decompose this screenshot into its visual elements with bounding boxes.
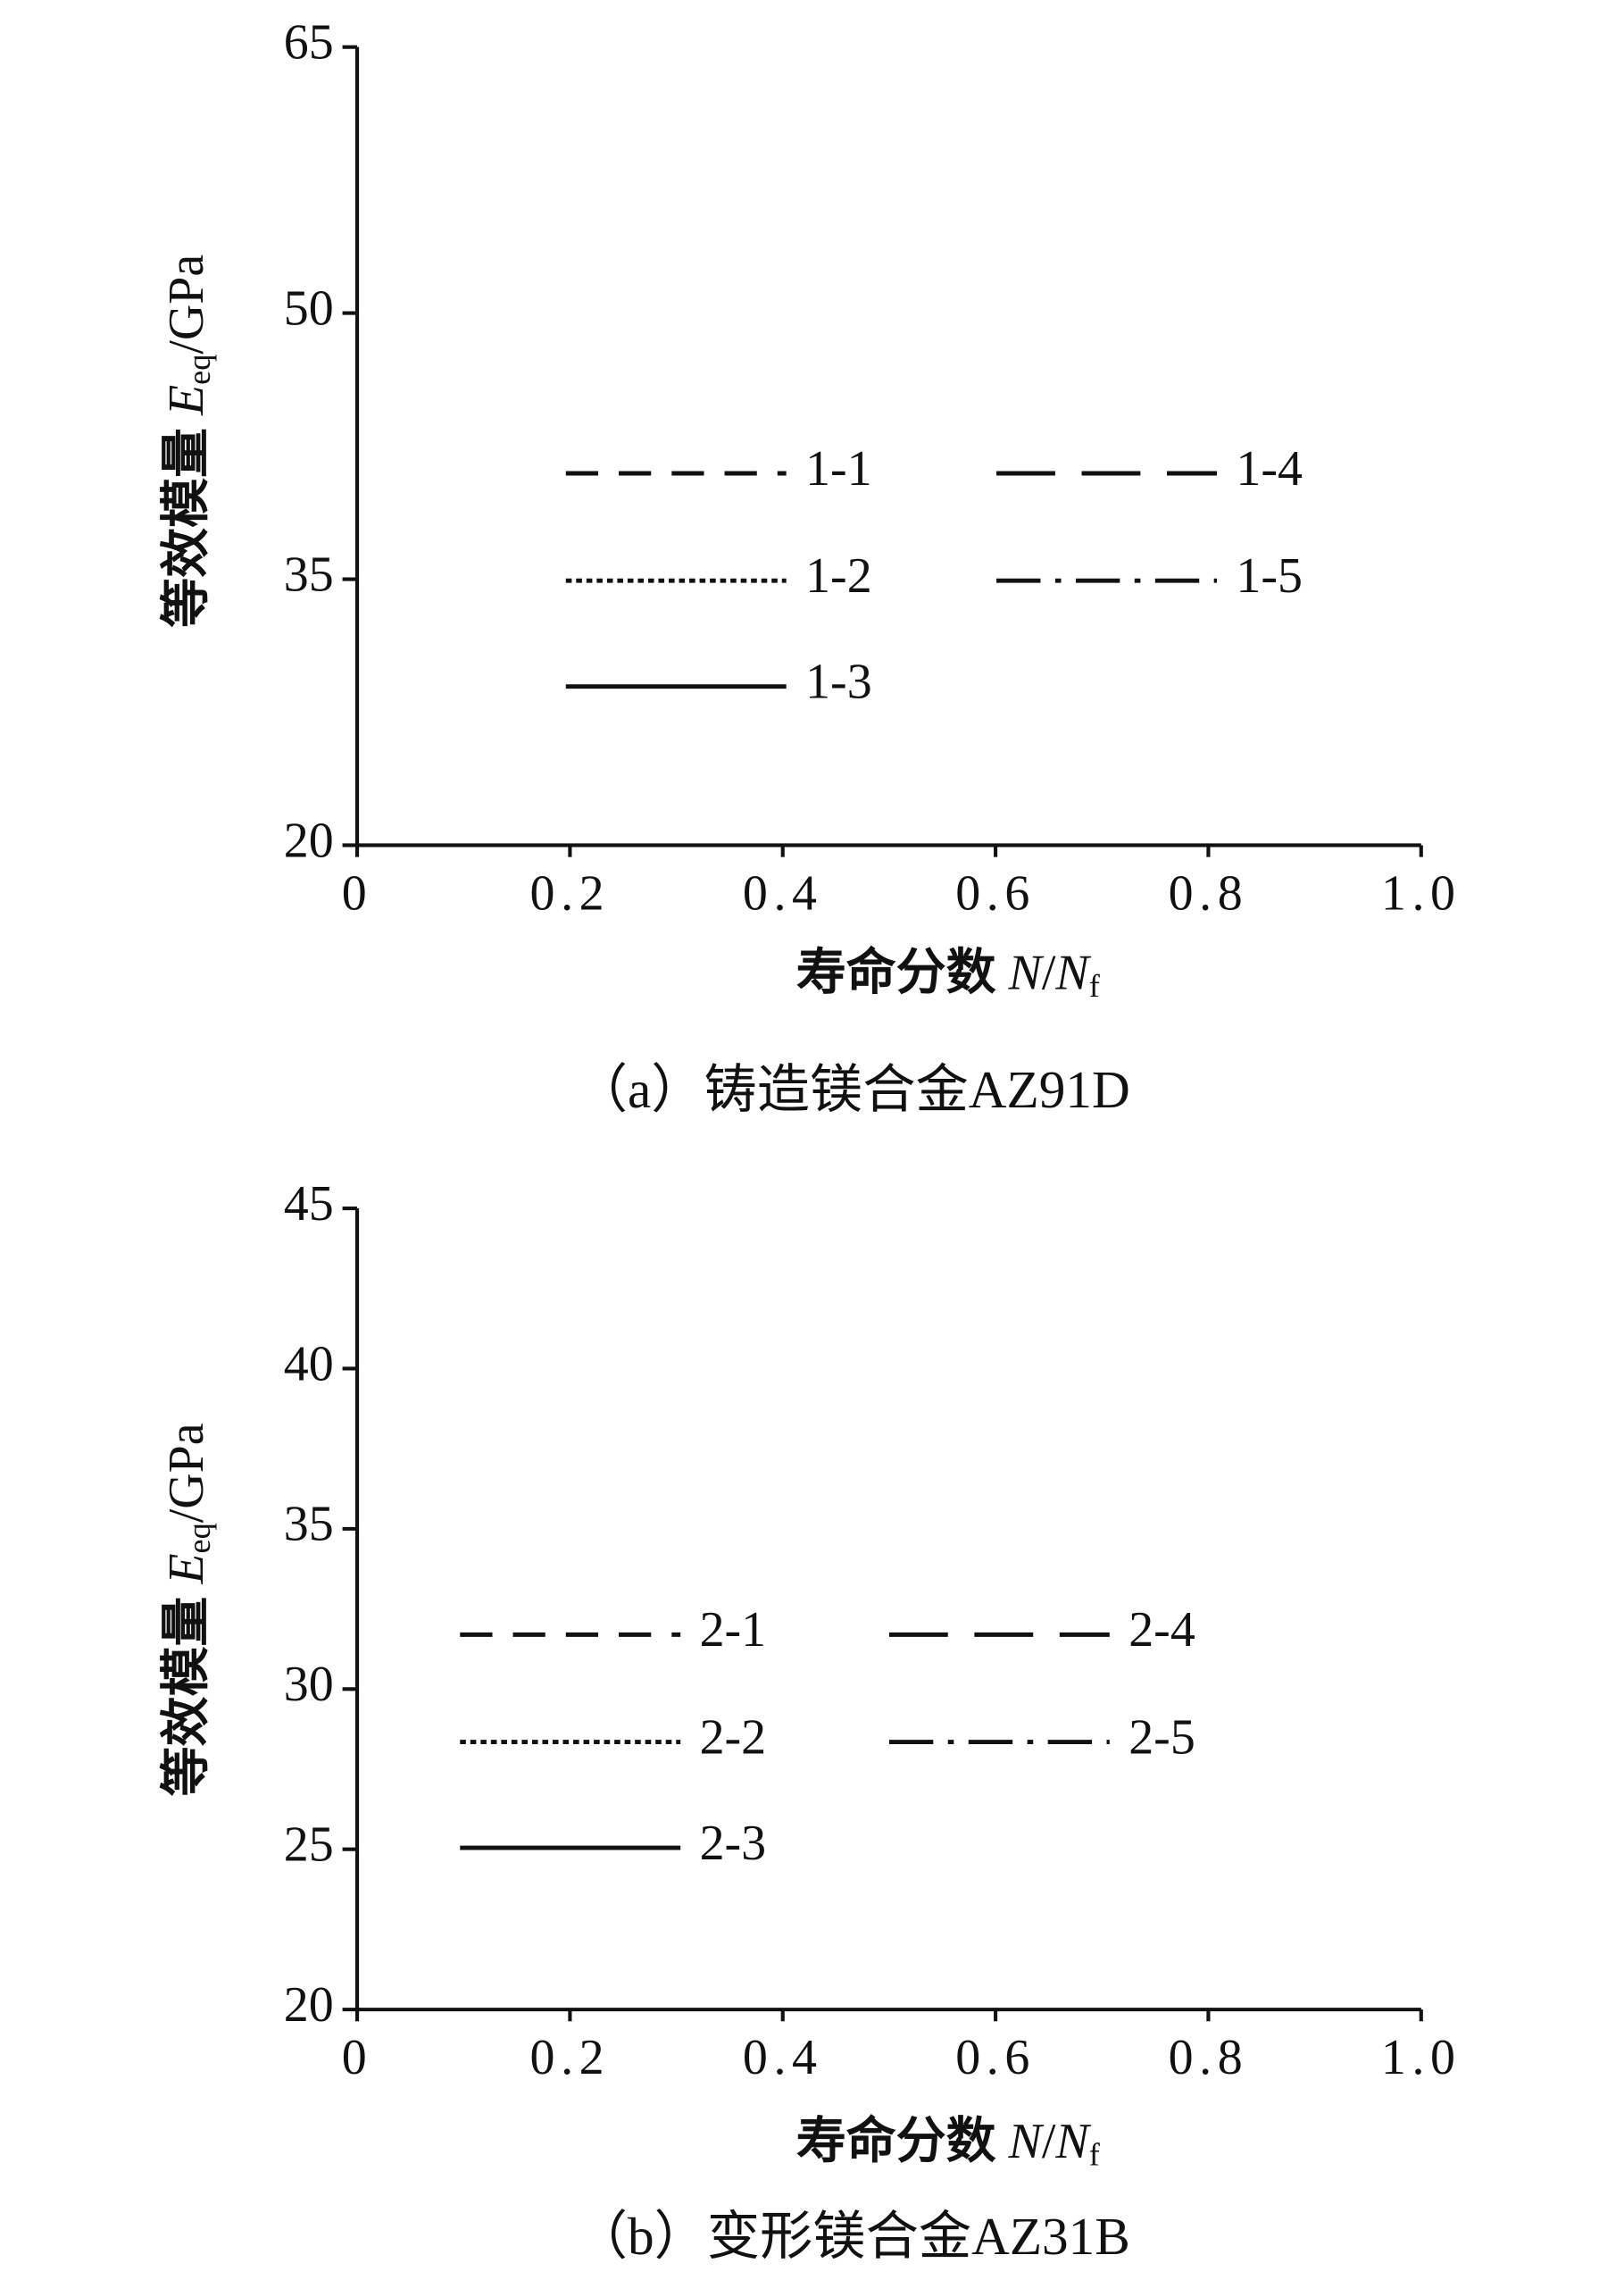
- x-tick-label: 0.2: [530, 2030, 611, 2085]
- x-axis-label: 寿命分数 N/Nf: [796, 944, 1101, 1004]
- legend-label: 2-3: [700, 1816, 767, 1871]
- x-axis-label-part: N: [1008, 2114, 1045, 2169]
- legend-label: 1-1: [805, 441, 872, 497]
- legend-label: 1-5: [1236, 548, 1303, 604]
- y-tick-label: 65: [284, 15, 334, 71]
- x-axis-label-part: N: [1054, 945, 1091, 1000]
- y-axis-label: 等效模量 Eeq/GPa: [159, 1423, 218, 1796]
- y-tick-label: 40: [284, 1336, 334, 1391]
- x-axis-label-part: f: [1089, 2137, 1101, 2173]
- x-axis-label-part: /: [1042, 945, 1056, 1000]
- legend-label: 2-2: [700, 1709, 767, 1765]
- legend-label: 2-1: [700, 1602, 767, 1658]
- y-axis-label-part: /GPa: [159, 255, 214, 355]
- x-axis-label-part: 寿命分数: [796, 2113, 1009, 2169]
- legend-label: 1-4: [1236, 441, 1303, 497]
- y-tick-label: 50: [284, 280, 334, 336]
- x-tick-label: 0.2: [530, 866, 611, 922]
- y-tick-label: 25: [284, 1817, 334, 1873]
- x-axis-label-part: N: [1008, 945, 1045, 1000]
- y-axis-label-part: 等效模量: [159, 415, 214, 628]
- x-tick-label: 0.8: [1169, 2030, 1249, 2085]
- legend-label: 2-5: [1128, 1709, 1195, 1765]
- caption: （a）铸造镁合金AZ91D: [575, 1060, 1130, 1119]
- x-axis-label-part: /: [1042, 2114, 1056, 2169]
- caption: （b）变形镁合金AZ31B: [575, 2207, 1130, 2266]
- legend-label: 1-2: [805, 548, 872, 604]
- y-axis-label-part: eq: [182, 1523, 218, 1553]
- y-axis-label-part: 等效模量: [159, 1584, 214, 1797]
- y-tick-label: 35: [284, 1497, 334, 1552]
- y-tick-label: 45: [284, 1176, 334, 1232]
- x-tick-label: 0.4: [743, 866, 823, 922]
- x-axis-label-part: 寿命分数: [796, 944, 1009, 1000]
- y-tick-label: 20: [284, 813, 334, 868]
- y-tick-label: 30: [284, 1657, 334, 1712]
- y-tick-label: 20: [284, 1977, 334, 2033]
- x-tick-label: 0: [342, 2030, 373, 2085]
- x-axis-label-part: f: [1089, 968, 1101, 1004]
- y-tick-label: 35: [284, 547, 334, 602]
- legend-label: 1-3: [805, 655, 872, 710]
- x-axis-label-part: N: [1054, 2114, 1091, 2169]
- x-tick-label: 0.4: [743, 2030, 823, 2085]
- x-tick-label: 0: [342, 866, 373, 922]
- y-axis-label-part: eq: [182, 355, 218, 385]
- x-tick-label: 0.6: [955, 2030, 1036, 2085]
- y-axis-label-part: /GPa: [159, 1423, 214, 1523]
- y-axis-label-part: E: [159, 385, 214, 416]
- x-axis-label: 寿命分数 N/Nf: [796, 2113, 1101, 2173]
- x-tick-label: 0.8: [1169, 866, 1249, 922]
- x-tick-label: 1.0: [1381, 2030, 1462, 2085]
- x-tick-label: 0.6: [955, 866, 1036, 922]
- y-axis-label-part: E: [159, 1553, 214, 1584]
- legend-label: 2-4: [1128, 1602, 1195, 1658]
- y-axis-label: 等效模量 Eeq/GPa: [159, 255, 218, 628]
- x-tick-label: 1.0: [1381, 866, 1462, 922]
